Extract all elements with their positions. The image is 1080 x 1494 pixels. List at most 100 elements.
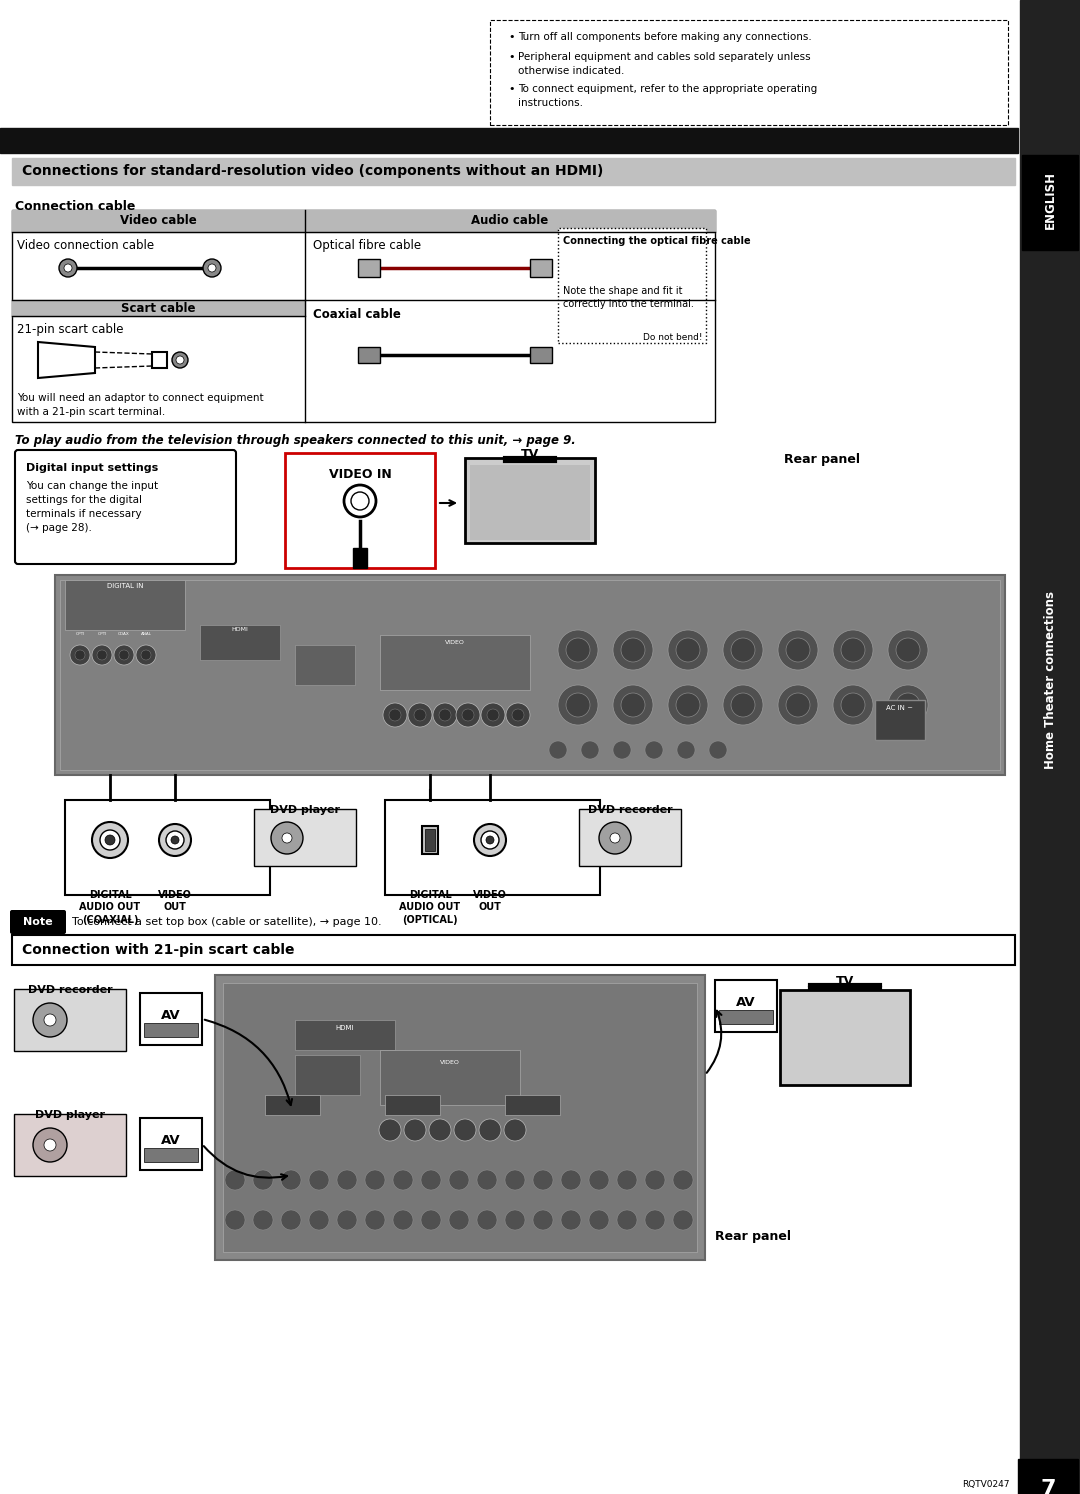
Text: Home Theater connections: Home Theater connections	[1043, 592, 1056, 769]
Bar	[875, 701, 924, 740]
Text: Note the shape and fit it
correctly into the terminal.: Note the shape and fit it correctly into…	[563, 285, 693, 309]
Bar	[144, 1023, 198, 1037]
Text: •: •	[508, 84, 514, 94]
Circle shape	[44, 1138, 56, 1150]
Text: DIGITAL
AUDIO OUT
(COAXIAL): DIGITAL AUDIO OUT (COAXIAL)	[80, 890, 140, 925]
Circle shape	[731, 693, 755, 717]
Circle shape	[462, 710, 474, 722]
Bar	[65, 799, 270, 895]
Text: DVD player: DVD player	[35, 1110, 105, 1120]
Circle shape	[599, 822, 631, 855]
Circle shape	[669, 630, 708, 669]
Circle shape	[534, 1170, 553, 1191]
Circle shape	[449, 1170, 469, 1191]
Circle shape	[171, 837, 179, 844]
Circle shape	[888, 686, 928, 725]
Text: VIDEO: VIDEO	[445, 639, 464, 645]
Text: TV: TV	[836, 976, 854, 988]
Bar	[295, 645, 355, 686]
Circle shape	[613, 630, 653, 669]
Circle shape	[64, 264, 72, 272]
Circle shape	[507, 704, 530, 728]
FancyBboxPatch shape	[14, 989, 126, 1050]
Bar	[380, 635, 530, 690]
Circle shape	[731, 638, 755, 662]
Text: DIGITAL
AUDIO OUT
(OPTICAL): DIGITAL AUDIO OUT (OPTICAL)	[400, 890, 460, 925]
Bar	[140, 1118, 202, 1170]
Text: HDMI: HDMI	[231, 627, 248, 632]
Bar	[65, 580, 185, 630]
Circle shape	[481, 831, 499, 849]
Circle shape	[487, 710, 499, 722]
Circle shape	[393, 1210, 413, 1230]
Circle shape	[166, 831, 184, 849]
Circle shape	[589, 1210, 609, 1230]
Circle shape	[176, 356, 184, 365]
Bar	[285, 453, 435, 568]
Text: RQTV0247: RQTV0247	[962, 1481, 1010, 1490]
Text: To connect a set top box (cable or satellite), → page 10.: To connect a set top box (cable or satel…	[72, 917, 381, 926]
FancyBboxPatch shape	[780, 991, 910, 1085]
Circle shape	[203, 258, 221, 276]
Circle shape	[33, 1002, 67, 1037]
Text: Connection cable: Connection cable	[15, 200, 135, 214]
Circle shape	[613, 686, 653, 725]
Circle shape	[337, 1170, 357, 1191]
Bar	[55, 575, 1005, 775]
FancyBboxPatch shape	[254, 808, 356, 867]
Circle shape	[105, 835, 114, 846]
Bar	[12, 935, 1015, 965]
Bar	[152, 353, 167, 368]
Circle shape	[225, 1170, 245, 1191]
Text: Connections for standard-resolution video (components without an HDMI): Connections for standard-resolution vide…	[22, 164, 604, 178]
Text: VIDEO IN: VIDEO IN	[328, 468, 391, 481]
Text: Connecting the optical fibre cable: Connecting the optical fibre cable	[563, 236, 751, 247]
Circle shape	[456, 704, 480, 728]
Circle shape	[561, 1210, 581, 1230]
Circle shape	[253, 1170, 273, 1191]
Text: Turn off all components before making any connections.: Turn off all components before making an…	[518, 31, 812, 42]
Circle shape	[677, 741, 696, 759]
Bar	[295, 1020, 395, 1050]
Bar	[715, 980, 777, 1032]
Circle shape	[477, 1170, 497, 1191]
Circle shape	[33, 1128, 67, 1162]
Circle shape	[454, 1119, 476, 1141]
Circle shape	[404, 1119, 426, 1141]
Bar	[60, 580, 1000, 769]
Text: VIDEO
OUT: VIDEO OUT	[158, 890, 192, 913]
Circle shape	[549, 741, 567, 759]
Circle shape	[617, 1210, 637, 1230]
Circle shape	[92, 822, 129, 858]
Bar	[200, 624, 280, 660]
Text: AV: AV	[161, 1134, 180, 1147]
Circle shape	[505, 1210, 525, 1230]
Text: AV: AV	[737, 996, 756, 1008]
Text: OPTI: OPTI	[97, 632, 107, 636]
Circle shape	[778, 630, 818, 669]
Text: ENGLISH: ENGLISH	[1043, 170, 1056, 229]
Circle shape	[433, 704, 457, 728]
Circle shape	[896, 638, 920, 662]
Text: otherwise indicated.: otherwise indicated.	[518, 66, 624, 76]
Text: Note: Note	[23, 917, 53, 926]
Circle shape	[841, 693, 865, 717]
Circle shape	[438, 710, 451, 722]
Text: ANAL: ANAL	[140, 632, 151, 636]
Circle shape	[673, 1170, 693, 1191]
Circle shape	[474, 825, 507, 856]
Circle shape	[480, 1119, 501, 1141]
Bar	[530, 347, 552, 363]
Circle shape	[383, 704, 407, 728]
Circle shape	[253, 1210, 273, 1230]
Bar	[215, 976, 705, 1259]
Text: You will need an adaptor to connect equipment
with a 21-pin scart terminal.: You will need an adaptor to connect equi…	[17, 393, 264, 417]
Circle shape	[393, 1170, 413, 1191]
Text: DIGITAL IN: DIGITAL IN	[107, 583, 144, 589]
Circle shape	[44, 1014, 56, 1026]
Text: To play audio from the television through speakers connected to this unit, → pag: To play audio from the television throug…	[15, 433, 576, 447]
Bar	[12, 211, 305, 232]
Circle shape	[621, 638, 645, 662]
Text: To connect equipment, refer to the appropriate operating: To connect equipment, refer to the appro…	[518, 84, 818, 94]
Circle shape	[172, 353, 188, 368]
